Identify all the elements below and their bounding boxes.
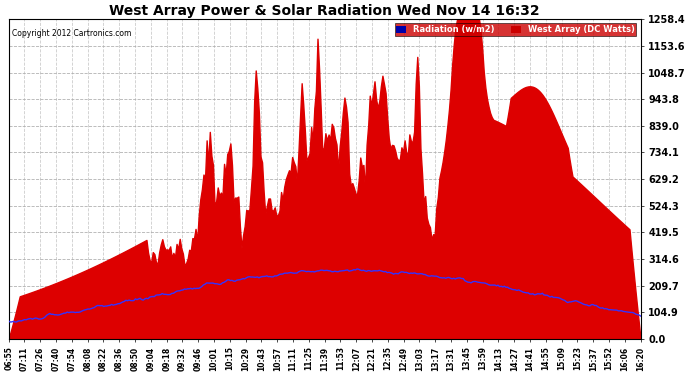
Text: Copyright 2012 Cartronics.com: Copyright 2012 Cartronics.com (12, 29, 131, 38)
Title: West Array Power & Solar Radiation Wed Nov 14 16:32: West Array Power & Solar Radiation Wed N… (109, 4, 540, 18)
Legend: Radiation (w/m2), West Array (DC Watts): Radiation (w/m2), West Array (DC Watts) (395, 24, 636, 36)
